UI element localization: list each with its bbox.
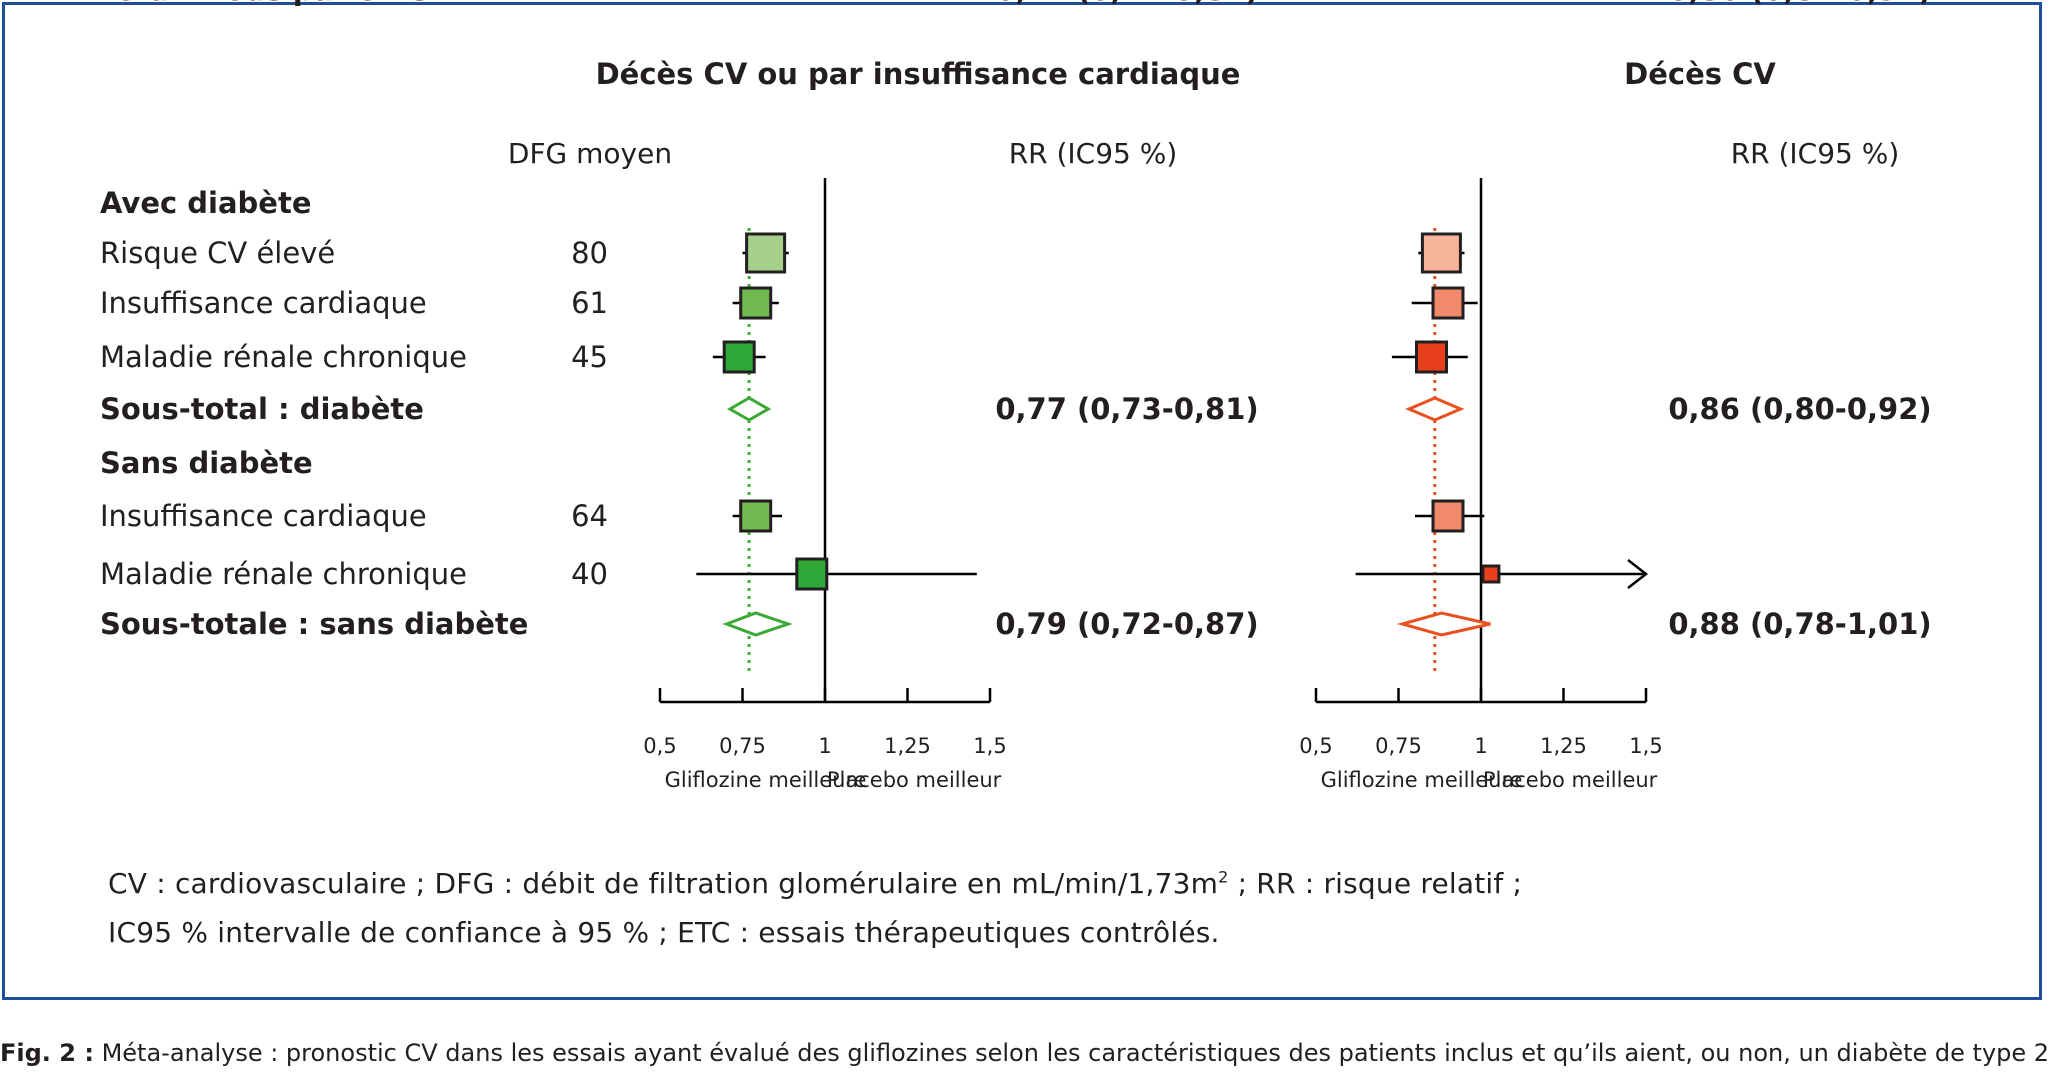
rr-value: 0,86 (0,80-0,92)	[1668, 392, 1931, 426]
x-tick-label: 0,75	[1375, 734, 1422, 758]
rr-value: 0,77 (0,74-0,81)	[995, 0, 1258, 7]
gliflozine-better-label: Gliflozine meilleure	[1321, 768, 1523, 792]
point-estimate-square	[1431, 499, 1465, 533]
legend-superscript: 2	[1218, 867, 1229, 887]
subtotal-diamond	[1405, 396, 1465, 422]
rr-header: RR (IC95 %)	[1731, 137, 1900, 170]
dfg-value: 45	[571, 340, 608, 374]
row-label: Risque CV élevé	[100, 236, 335, 270]
point-estimate-square	[1481, 564, 1501, 584]
ci-arrow	[1627, 559, 1649, 589]
rr-value: 0,77 (0,73-0,81)	[995, 392, 1258, 426]
point-estimate-square	[739, 286, 773, 320]
panel-title: Décès CV	[1624, 57, 1776, 91]
placebo-better-label: Placebo meilleur	[1483, 768, 1658, 792]
row-label-bold: Avec diabète	[100, 186, 312, 220]
placebo-better-label: Placebo meilleur	[827, 768, 1002, 792]
x-tick-label: 1,5	[973, 734, 1006, 758]
caption-label: Fig. 2 :	[0, 1039, 94, 1067]
x-tick-label: 1	[1474, 734, 1487, 758]
rr-value: 0,86 (0,81-0,92)	[1668, 0, 1931, 7]
legend-line-1: CV : cardiovasculaire ; DFG : débit de f…	[108, 867, 1522, 900]
x-tick-label: 0,5	[1299, 734, 1332, 758]
row-label: Maladie rénale chronique	[100, 340, 467, 374]
rr-value: 0,88 (0,78-1,01)	[1668, 607, 1931, 641]
point-estimate-square	[722, 340, 756, 374]
x-tick-label: 1,25	[884, 734, 931, 758]
x-tick-label: 1,5	[1629, 734, 1662, 758]
subtotal-diamond	[726, 396, 772, 422]
dfg-value: 80	[571, 236, 608, 270]
rr-header: RR (IC95 %)	[1009, 137, 1178, 170]
forest-plot-figure: DFG moyen Avec diabète Risque CV élevé 80 In…	[100, 0, 1932, 792]
point-estimate-square	[739, 499, 773, 533]
row-label: Maladie rénale chronique	[100, 557, 467, 591]
figure-caption: Fig. 2 : Méta-analyse : pronostic CV dan…	[0, 1039, 2048, 1067]
rr-value: 0,79 (0,72-0,87)	[995, 607, 1258, 641]
dfg-value: 64	[571, 499, 608, 533]
point-estimate-square	[745, 232, 787, 274]
subtotal-diamond	[722, 611, 793, 637]
row-label-bold: Sans diabète	[100, 446, 313, 480]
panel-title: Décès CV ou par insuffisance cardiaque	[596, 57, 1241, 91]
point-estimate-square	[795, 557, 829, 591]
caption-text: Méta-analyse : pronostic CV dans les ess…	[93, 1039, 2048, 1067]
dfg-value: 40	[571, 557, 608, 591]
subtotal-diamond	[1396, 611, 1491, 637]
legend-line-2: IC95 % intervalle de confiance à 95 % ; …	[108, 916, 1220, 949]
point-estimate-square	[1415, 340, 1448, 374]
x-tick-label: 0,75	[719, 734, 766, 758]
legend-line-1-text: CV : cardiovasculaire ; DFG : débit de f…	[108, 867, 1219, 900]
row-label: Insuffisance cardiaque	[100, 499, 427, 533]
x-tick-label: 1,25	[1540, 734, 1587, 758]
gliflozine-better-label: Gliflozine meilleure	[665, 768, 867, 792]
row-label-bold: Total : tous patients	[100, 0, 428, 7]
figure-frame	[2, 2, 2042, 1000]
legend-line-1-end: ; RR : risque relatif ;	[1228, 867, 1523, 900]
point-estimate-square	[1431, 286, 1465, 320]
point-estimate-square	[1420, 232, 1462, 274]
x-tick-label: 0,5	[643, 734, 676, 758]
row-label-bold: Sous-total : diabète	[100, 392, 424, 426]
dfg-value: 61	[571, 286, 608, 320]
row-label: Insuffisance cardiaque	[100, 286, 427, 320]
dfg-header: DFG moyen	[508, 137, 672, 170]
row-label-bold: Sous-totale : sans diabète	[100, 607, 528, 641]
x-tick-label: 1	[818, 734, 831, 758]
